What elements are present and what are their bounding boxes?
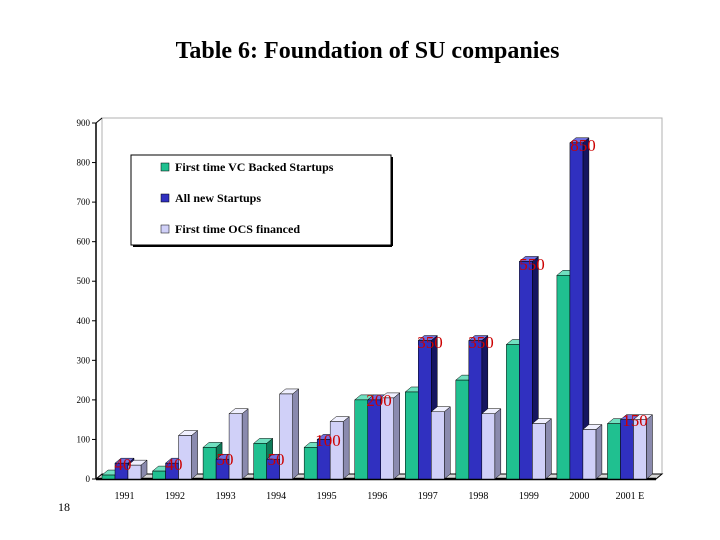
bar	[152, 470, 166, 480]
data-label: 40	[115, 455, 132, 474]
bar	[506, 344, 520, 480]
bar	[253, 443, 267, 480]
bar	[633, 419, 647, 480]
x-tick-label: 1998	[468, 491, 488, 502]
bar-side	[494, 408, 502, 480]
bar	[481, 413, 496, 480]
bar	[519, 261, 533, 480]
y-tick-label: 900	[77, 118, 91, 128]
bar-side	[545, 418, 552, 480]
x-tick-label: 2001 E	[616, 491, 645, 502]
bar	[380, 397, 394, 480]
bar	[455, 379, 470, 480]
data-label: 100	[315, 431, 341, 450]
legend-label: First time OCS financed	[175, 222, 300, 236]
bar	[101, 474, 116, 480]
legend-swatch	[160, 193, 170, 203]
legend-swatch	[160, 162, 170, 172]
bar	[127, 464, 142, 480]
bar	[556, 275, 571, 480]
bar-side	[444, 406, 451, 480]
data-label: 200	[366, 391, 392, 410]
y-tick-label: 200	[77, 395, 91, 405]
bar	[367, 399, 381, 480]
bar	[405, 391, 419, 480]
bar	[202, 447, 217, 480]
bar	[228, 413, 243, 480]
data-label: 350	[417, 333, 443, 352]
data-label: 550	[519, 255, 545, 274]
bar	[607, 423, 621, 480]
x-tick-label: 1995	[317, 491, 337, 502]
bar	[431, 411, 445, 480]
x-tick-label: 1993	[216, 491, 236, 502]
data-label: 50	[268, 450, 285, 469]
bar	[468, 340, 483, 480]
x-tick-label: 2000	[569, 491, 589, 502]
y-axis-depth-line	[95, 117, 103, 124]
data-label: 350	[468, 333, 494, 352]
x-tick-label: 1994	[266, 491, 286, 502]
legend-label: First time VC Backed Startups	[175, 160, 334, 174]
bar-side	[191, 429, 198, 480]
bar	[279, 393, 293, 480]
bar	[329, 421, 344, 480]
bar	[418, 340, 432, 480]
y-tick-label: 600	[77, 237, 91, 247]
x-tick-label: 1991	[115, 491, 135, 502]
x-tick-label: 1999	[519, 491, 539, 502]
y-tick-label: 100	[77, 434, 91, 444]
bar-side	[342, 416, 350, 480]
data-label: 850	[570, 136, 596, 155]
x-tick-label: 1992	[165, 491, 185, 502]
bar	[532, 423, 546, 480]
bar-side	[241, 408, 249, 480]
bar	[354, 399, 368, 480]
data-label: 150	[622, 411, 648, 430]
slide-number: 18	[58, 500, 70, 514]
bar	[303, 447, 318, 480]
y-tick-label: 800	[77, 158, 91, 168]
x-tick-label: 1996	[367, 491, 387, 502]
bar	[178, 435, 192, 480]
legend-box	[130, 154, 392, 246]
y-tick-label: 300	[77, 355, 91, 365]
legend-label: All new Startups	[175, 191, 261, 205]
legend-swatch	[160, 224, 170, 234]
bar	[569, 142, 584, 480]
data-label: 50	[217, 450, 234, 469]
bar-side	[292, 388, 299, 480]
bar-side	[595, 424, 603, 480]
bar	[582, 429, 597, 480]
y-tick-label: 400	[77, 316, 91, 326]
x-tick-label: 1997	[418, 491, 438, 502]
page-title: Table 6: Foundation of SU companies	[175, 38, 560, 64]
y-tick-label: 0	[86, 474, 91, 484]
bar-side	[393, 392, 400, 480]
y-tick-label: 700	[77, 197, 91, 207]
y-tick-label: 500	[77, 276, 91, 286]
data-label: 40	[166, 455, 183, 474]
